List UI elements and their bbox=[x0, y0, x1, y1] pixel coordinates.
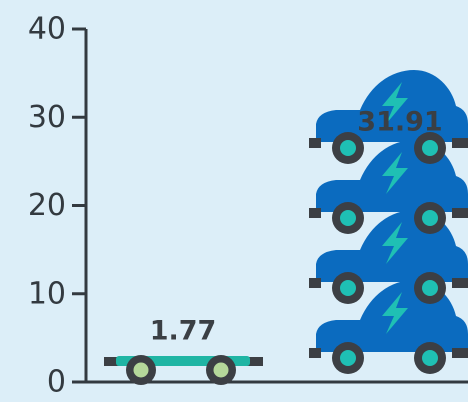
bar-electric-cars bbox=[309, 70, 468, 374]
car-bumper-front bbox=[309, 138, 321, 148]
lightning-bolt-icon bbox=[382, 152, 408, 194]
car-bumper-rear bbox=[452, 208, 468, 218]
car-bumper-rear bbox=[452, 138, 468, 148]
car-hub bbox=[340, 280, 356, 296]
car-bumper-front bbox=[309, 278, 321, 288]
y-tick-label-20: 20 bbox=[28, 188, 66, 223]
car-hub bbox=[340, 210, 356, 226]
car-bumper-rear bbox=[452, 278, 468, 288]
electric-car-icon bbox=[309, 70, 468, 164]
skateboard-hub bbox=[133, 362, 149, 378]
data-label-bar-2: 31.91 bbox=[357, 106, 442, 137]
y-tick-label-0: 0 bbox=[47, 365, 66, 400]
skateboard-nose bbox=[104, 357, 120, 366]
car-bumper-front bbox=[309, 208, 321, 218]
car-bumper-front bbox=[309, 348, 321, 358]
car-hub bbox=[422, 210, 438, 226]
car-hub bbox=[422, 140, 438, 156]
car-bumper-rear bbox=[452, 348, 468, 358]
car-hub bbox=[340, 140, 356, 156]
y-ticks: 0 10 20 30 40 bbox=[28, 12, 86, 400]
skateboard-tail bbox=[247, 357, 263, 366]
car-hub bbox=[340, 350, 356, 366]
y-tick-label-10: 10 bbox=[28, 276, 66, 311]
car-hub bbox=[422, 280, 438, 296]
y-tick-label-30: 30 bbox=[28, 100, 66, 135]
data-label-bar-1: 1.77 bbox=[150, 315, 217, 346]
skateboard-hub bbox=[213, 362, 229, 378]
lightning-bolt-icon bbox=[382, 292, 408, 334]
bar-skateboard bbox=[104, 355, 263, 385]
car-hub bbox=[422, 350, 438, 366]
data-labels: 1.77 31.91 bbox=[150, 106, 443, 346]
bars bbox=[104, 70, 468, 385]
lightning-bolt-icon bbox=[382, 222, 408, 264]
lightning-bolt-icon bbox=[382, 82, 408, 124]
y-tick-label-40: 40 bbox=[28, 12, 66, 47]
